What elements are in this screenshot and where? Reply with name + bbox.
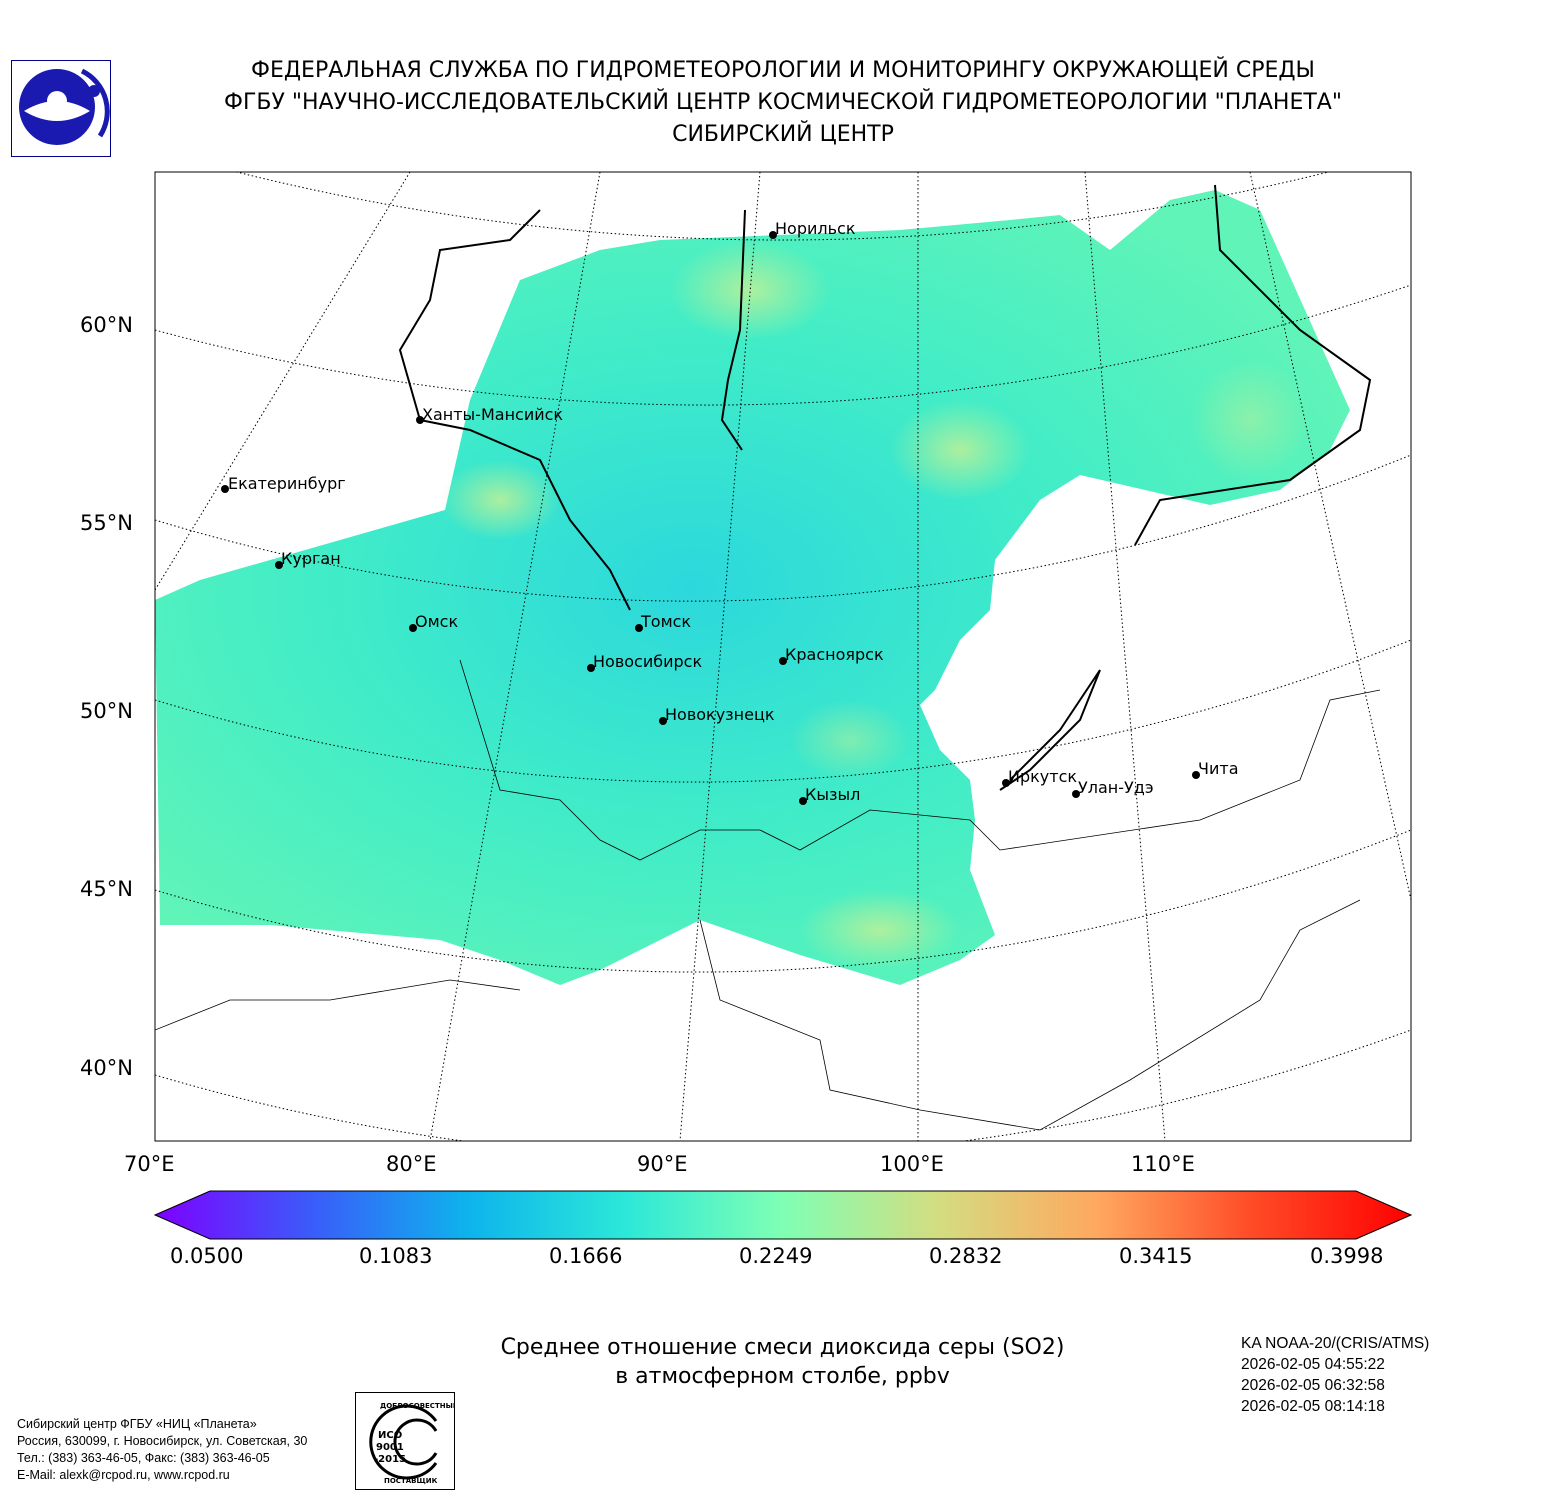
lat-label-40: 40°N bbox=[80, 1056, 133, 1080]
svg-text:Курган: Курган bbox=[281, 549, 341, 568]
svg-text:ДОБРОСОВЕСТНЫЙ: ДОБРОСОВЕСТНЫЙ bbox=[380, 1401, 454, 1410]
satellite-name: KA NOAA-20/(CRIS/ATMS) bbox=[1241, 1335, 1430, 1352]
satellite-info: KA NOAA-20/(CRIS/ATMS) 2026-02-05 04:55:… bbox=[1241, 1333, 1429, 1417]
city-novosibirsk[interactable]: Новосибирск bbox=[587, 652, 702, 672]
svg-text:Чита: Чита bbox=[1198, 759, 1239, 778]
lon-label-100: 100°E bbox=[880, 1152, 944, 1176]
city-markers: Норильск Ханты-Мансийск Екатеринбург Кур… bbox=[221, 219, 1239, 805]
pass-time: 2026-02-05 06:32:58 bbox=[1241, 1377, 1385, 1394]
svg-text:Улан-Удэ: Улан-Удэ bbox=[1078, 778, 1154, 797]
svg-text:Екатеринбург: Екатеринбург bbox=[228, 474, 346, 493]
pass-time: 2026-02-05 04:55:22 bbox=[1241, 1356, 1385, 1373]
svg-text:Кызыл: Кызыл bbox=[805, 785, 860, 804]
city-tomsk[interactable]: Томск bbox=[635, 612, 691, 632]
colorbar-tick: 0.3998 bbox=[1310, 1244, 1384, 1268]
svg-text:Новосибирск: Новосибирск bbox=[593, 652, 702, 671]
svg-text:Иркутск: Иркутск bbox=[1008, 767, 1077, 786]
planeta-logo bbox=[11, 60, 111, 157]
lon-label-110: 110°E bbox=[1131, 1152, 1195, 1176]
graticule bbox=[155, 172, 1411, 1141]
city-novokuznetsk[interactable]: Новокузнецк bbox=[659, 705, 775, 725]
svg-text:Новокузнецк: Новокузнецк bbox=[665, 705, 775, 724]
map-frame bbox=[154, 171, 1412, 1142]
lat-label-55: 55°N bbox=[80, 511, 133, 535]
colorbar-tick: 0.2249 bbox=[739, 1244, 813, 1268]
svg-text:ИСО: ИСО bbox=[378, 1430, 402, 1441]
city-omsk[interactable]: Омск bbox=[409, 612, 458, 632]
city-irkutsk[interactable]: Иркутск bbox=[1002, 767, 1077, 787]
org-name: Сибирский центр ФГБУ «НИЦ «Планета» bbox=[17, 1417, 257, 1431]
lat-label-50: 50°N bbox=[80, 699, 133, 723]
svg-text:Омск: Омск bbox=[415, 612, 458, 631]
lat-label-45: 45°N bbox=[80, 877, 133, 901]
svg-text:-2015: -2015 bbox=[374, 1454, 406, 1465]
lon-label-80: 80°E bbox=[386, 1152, 437, 1176]
contact-info: Сибирский центр ФГБУ «НИЦ «Планета» Росс… bbox=[17, 1416, 307, 1484]
city-yekaterinburg[interactable]: Екатеринбург bbox=[221, 474, 346, 493]
city-kyzyl[interactable]: Кызыл bbox=[799, 785, 860, 805]
svg-text:ПОСТАВЩИК: ПОСТАВЩИК bbox=[384, 1477, 438, 1485]
pass-time: 2026-02-05 08:14:18 bbox=[1241, 1398, 1385, 1415]
city-khanty-mansiysk[interactable]: Ханты-Мансийск bbox=[416, 405, 563, 424]
city-krasnoyarsk[interactable]: Красноярск bbox=[779, 645, 884, 665]
map-canvas: Норильск Ханты-Мансийск Екатеринбург Кур… bbox=[153, 171, 1413, 1240]
svg-text:Томск: Томск bbox=[640, 612, 691, 631]
borders bbox=[155, 659, 1381, 1131]
so2-data-field bbox=[155, 190, 1350, 985]
city-ulan-ude[interactable]: Улан-Удэ bbox=[1072, 778, 1154, 798]
header-line-3: СИБИРСКИЙ ЦЕНТР bbox=[672, 122, 894, 147]
caption-line-2: в атмосферном столбе, ppbv bbox=[615, 1364, 950, 1389]
header-line-2: ФГБУ "НАУЧНО-ИССЛЕДОВАТЕЛЬСКИЙ ЦЕНТР КОС… bbox=[224, 90, 1342, 115]
lon-label-90: 90°E bbox=[637, 1152, 688, 1176]
city-kurgan[interactable]: Курган bbox=[275, 549, 341, 569]
address: Россия, 630099, г. Новосибирск, ул. Сове… bbox=[17, 1434, 308, 1448]
svg-text:9001: 9001 bbox=[376, 1442, 404, 1453]
phone: Тел.: (383) 363-46-05, Факс: (383) 363-4… bbox=[17, 1451, 270, 1465]
lat-label-60: 60°N bbox=[80, 313, 133, 337]
colorbar-tick: 0.3415 bbox=[1119, 1244, 1193, 1268]
email: E-Mail: alexk@rcpod.ru, www.rcpod.ru bbox=[17, 1468, 230, 1482]
svg-text:Норильск: Норильск bbox=[775, 219, 856, 238]
colorbar-tick: 0.1666 bbox=[549, 1244, 623, 1268]
colorbar-tick: 0.1083 bbox=[359, 1244, 433, 1268]
iso-certificate-logo: ИСО 9001 -2015 ДОБРОСОВЕСТНЫЙ ПОСТАВЩИК bbox=[355, 1392, 459, 1490]
city-chita[interactable]: Чита bbox=[1192, 759, 1239, 779]
svg-text:Красноярск: Красноярск bbox=[785, 645, 884, 664]
city-norilsk[interactable]: Норильск bbox=[769, 219, 856, 239]
colorbar-tick: 0.0500 bbox=[170, 1244, 244, 1268]
caption-line-1: Среднее отношение смеси диоксида серы (S… bbox=[500, 1335, 1065, 1360]
map-caption: Среднее отношение смеси диоксида серы (S… bbox=[420, 1333, 1145, 1391]
lon-label-70: 70°E bbox=[124, 1152, 175, 1176]
header-line-1: ФЕДЕРАЛЬНАЯ СЛУЖБА ПО ГИДРОМЕТЕОРОЛОГИИ … bbox=[251, 58, 1315, 83]
svg-text:Ханты-Мансийск: Ханты-Мансийск bbox=[422, 405, 563, 424]
colorbar bbox=[153, 1190, 1413, 1240]
rivers-coastline bbox=[398, 184, 1372, 791]
colorbar-tick: 0.2832 bbox=[929, 1244, 1003, 1268]
